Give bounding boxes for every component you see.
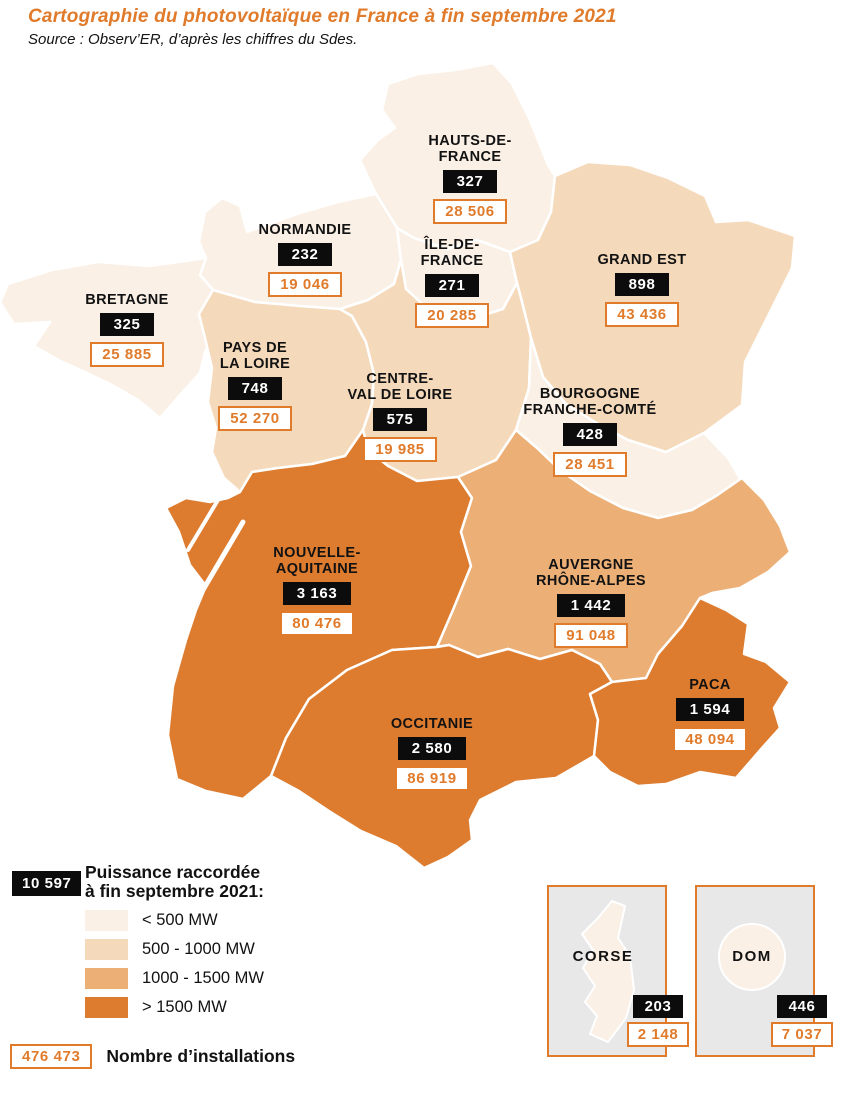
installations-badge: 80 476	[280, 611, 354, 637]
power-badge: 2 580	[397, 737, 467, 761]
legend-swatch-lt500	[85, 910, 128, 931]
corse-island-shape	[580, 899, 636, 1044]
power-badge: 898	[614, 273, 670, 297]
installations-badge: 86 919	[395, 766, 469, 792]
power-badge: 446	[776, 995, 828, 1018]
installations-badge: 20 285	[415, 303, 489, 329]
region-label-ile-de-france: ÎLE-DE- FRANCE 271 20 285	[367, 237, 537, 329]
power-badge: 1 594	[675, 698, 745, 722]
power-badge: 325	[99, 313, 155, 337]
dom-badges: 446 7 037	[762, 995, 842, 1047]
legend-row: < 500 MW	[85, 910, 264, 931]
power-badge: 748	[227, 377, 283, 401]
dom-label: DOM	[732, 948, 772, 965]
installations-badge: 19 046	[268, 272, 342, 298]
region-label-occitanie: OCCITANIE 2 580 86 919	[347, 716, 517, 792]
region-name: AUVERGNE RHÔNE-ALPES	[536, 557, 646, 590]
installations-badge: 25 885	[90, 342, 164, 368]
legend-row: > 1500 MW	[85, 997, 264, 1018]
legend-class-label: 1000 - 1500 MW	[142, 969, 264, 987]
legend-class-label: < 500 MW	[142, 911, 218, 929]
installations-badge: 2 148	[626, 1022, 690, 1047]
region-name: CENTRE- VAL DE LOIRE	[347, 371, 453, 404]
power-badge: 3 163	[282, 582, 352, 606]
legend-swatch-500-1000	[85, 939, 128, 960]
gironde-estuary-line	[197, 519, 246, 598]
installations-badge: 43 436	[605, 302, 679, 328]
installations-badge: 52 270	[218, 406, 292, 432]
region-label-grand-est: GRAND EST 898 43 436	[557, 252, 727, 328]
legend-row: 500 - 1000 MW	[85, 939, 264, 960]
installations-badge: 19 985	[363, 437, 437, 463]
power-badge: 575	[372, 408, 428, 432]
power-badge: 1 442	[556, 594, 626, 618]
region-name: OCCITANIE	[390, 716, 474, 732]
power-badge: 203	[632, 995, 684, 1018]
page-title: Cartographie du photovoltaïque en France…	[28, 6, 617, 27]
region-label-auvergne-rhone-alpes: AUVERGNE RHÔNE-ALPES 1 442 91 048	[506, 557, 676, 649]
power-badge: 232	[277, 243, 333, 267]
legend-power-total-badge: 10 597	[12, 871, 82, 896]
installations-badge: 28 451	[553, 452, 627, 478]
region-label-centre-val-de-loire: CENTRE- VAL DE LOIRE 575 19 985	[315, 371, 485, 463]
charente-coast-line	[186, 498, 220, 552]
installations-badge: 48 094	[673, 727, 747, 753]
region-name: NOUVELLE- AQUITAINE	[273, 545, 361, 578]
installations-badge: 7 037	[770, 1022, 834, 1047]
power-badge: 327	[442, 170, 498, 194]
corse-label: CORSE	[572, 948, 634, 965]
installations-badge: 28 506	[433, 199, 507, 225]
region-name: HAUTS-DE- FRANCE	[428, 133, 512, 166]
installations-badge: 91 048	[554, 623, 628, 649]
legend-row: 1000 - 1500 MW	[85, 968, 264, 989]
region-label-nouvelle-aquitaine: NOUVELLE- AQUITAINE 3 163 80 476	[232, 545, 402, 637]
legend-installations-total-badge: 476 473	[10, 1044, 93, 1069]
region-name: PAYS DE LA LOIRE	[219, 340, 291, 373]
power-badge: 428	[562, 423, 618, 447]
region-label-bourgogne-franche-comte: BOURGOGNE FRANCHE-COMTÉ 428 28 451	[505, 386, 675, 478]
region-label-hauts-de-france: HAUTS-DE- FRANCE 327 28 506	[385, 133, 555, 225]
region-label-pays-de-la-loire: PAYS DE LA LOIRE 748 52 270	[170, 340, 340, 432]
region-name: NORMANDIE	[258, 222, 352, 238]
corse-badges: 203 2 148	[618, 995, 698, 1047]
dom-circle-shape	[718, 923, 786, 991]
region-name: BOURGOGNE FRANCHE-COMTÉ	[523, 386, 657, 419]
legend-swatch-1000-1500	[85, 968, 128, 989]
legend-swatch-gt1500	[85, 997, 128, 1018]
legend-installations-label: Nombre d’installations	[106, 1046, 296, 1066]
legend-power-title: Puissance raccordée à fin septembre 2021…	[85, 862, 264, 901]
legend-installations: 476 473 Nombre d’installations	[10, 1044, 295, 1069]
source-line: Source : Observ’ER, d’après les chiffres…	[28, 31, 358, 48]
legend-class-label: 500 - 1000 MW	[142, 940, 255, 958]
legend-class-label: > 1500 MW	[142, 998, 227, 1016]
legend-color-scale: < 500 MW 500 - 1000 MW 1000 - 1500 MW > …	[85, 910, 264, 1026]
power-badge: 271	[424, 274, 480, 298]
region-label-bretagne: BRETAGNE 325 25 885	[42, 292, 212, 368]
region-label-normandie: NORMANDIE 232 19 046	[220, 222, 390, 298]
region-name: BRETAGNE	[85, 292, 169, 308]
region-label-paca: PACA 1 594 48 094	[625, 677, 795, 753]
region-name: GRAND EST	[597, 252, 687, 268]
region-name: PACA	[689, 677, 731, 693]
region-name: ÎLE-DE- FRANCE	[420, 237, 484, 270]
